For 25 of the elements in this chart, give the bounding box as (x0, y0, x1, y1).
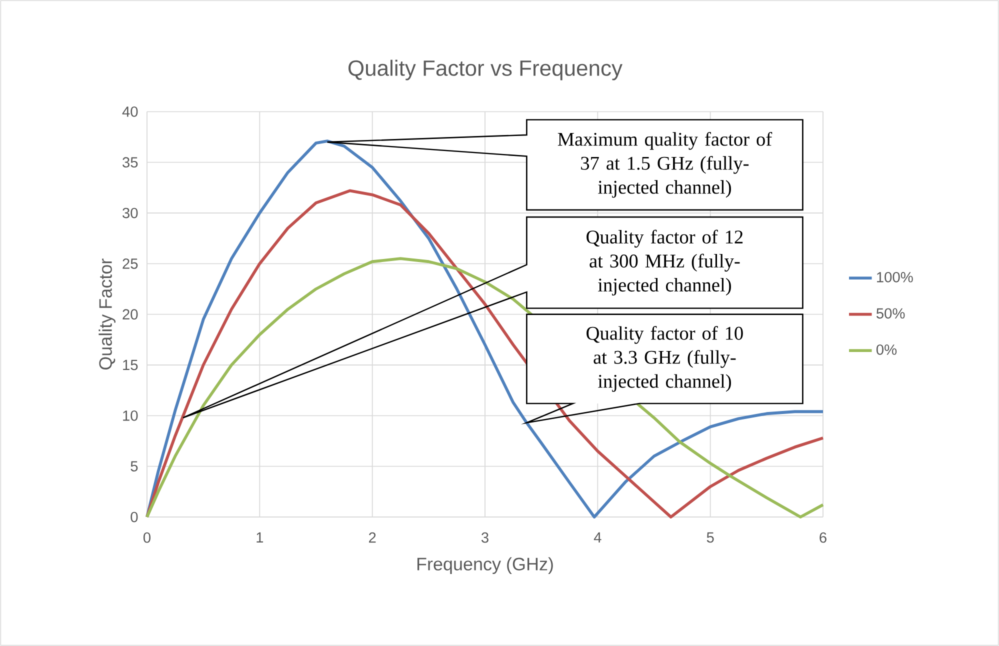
y-tick-label: 35 (122, 157, 138, 168)
y-tick-label: 20 (122, 309, 138, 320)
x-tick-label: 5 (706, 532, 714, 543)
legend-label: 50% (876, 308, 905, 319)
y-tick-label: 15 (123, 360, 138, 370)
annotation: Quality factor of 12 at 300 MHz (fully-injected channel) (586, 230, 743, 296)
x-tick-label: 0 (143, 532, 150, 543)
chart-title: Quality Factor vs Frequency (348, 60, 622, 80)
y-axis-title: Quality Factor (98, 258, 116, 370)
x-tick-label: 1 (256, 532, 264, 542)
legend-label: 0% (876, 344, 897, 355)
annotation: Maximum quality factor of 37 at 1.5 GHz (fully-injected channel) (558, 132, 772, 198)
y-tick-label: 10 (123, 410, 138, 421)
y-tick-label: 5 (130, 461, 138, 472)
legend-label: 100% (877, 272, 913, 282)
y-tick-label: 0 (130, 512, 138, 522)
x-tick-label: 6 (820, 532, 826, 543)
x-tick-label: 3 (481, 532, 488, 543)
y-tick-label: 25 (122, 258, 138, 269)
x-tick-label: 4 (594, 532, 602, 542)
y-tick-label: 30 (122, 208, 138, 218)
y-tick-label: 40 (122, 106, 138, 117)
x-tick-label: 2 (368, 532, 376, 543)
annotation: Quality factor of 10 at 3.3 GHz (fully-injected channel) (586, 326, 743, 392)
x-axis-title: Frequency (GHz) (417, 557, 553, 574)
